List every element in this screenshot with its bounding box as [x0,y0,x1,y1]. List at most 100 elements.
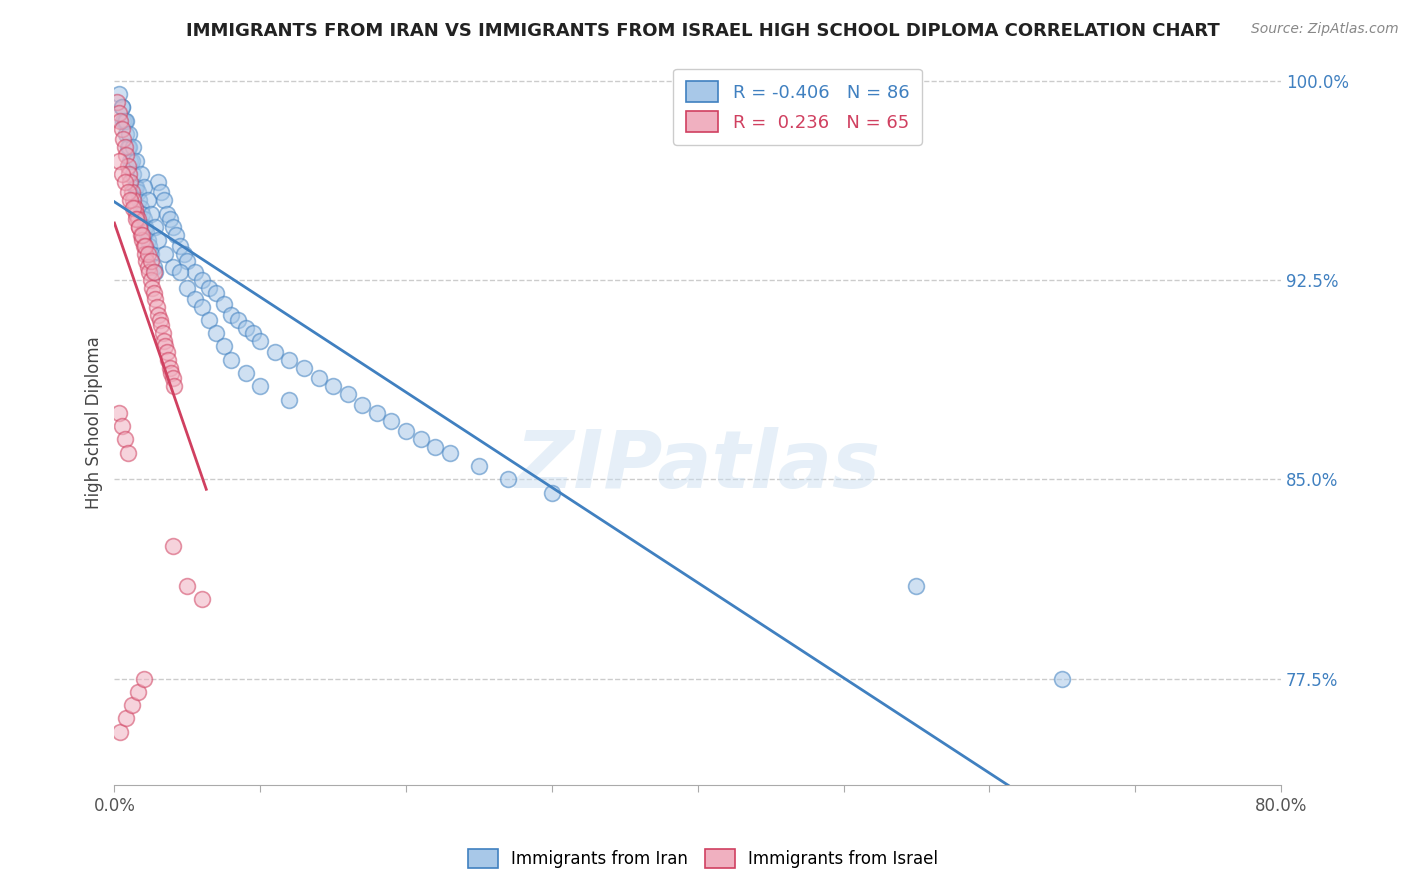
Point [336,387,359,401]
Point [129,202,152,216]
Point [308,371,330,385]
Point [131,207,153,221]
Legend: R = -0.406   N = 86, R =  0.236   N = 65: R = -0.406 N = 86, R = 0.236 N = 65 [673,69,922,145]
Point [212,339,235,353]
Point [162,260,184,274]
Point [112,132,135,146]
Point [136,194,159,208]
Point [134,219,156,234]
Point [122,167,145,181]
Point [496,472,519,486]
Point [176,281,198,295]
Point [115,148,138,162]
Point [143,219,166,234]
Text: IMMIGRANTS FROM IRAN VS IMMIGRANTS FROM ISRAEL HIGH SCHOOL DIPLOMA CORRELATION C: IMMIGRANTS FROM IRAN VS IMMIGRANTS FROM … [186,22,1220,40]
Point [120,153,142,168]
Point [120,175,142,189]
Point [117,159,139,173]
Point [107,105,129,120]
Point [162,539,184,553]
Point [143,292,166,306]
Point [541,485,564,500]
Point [249,334,271,348]
Point [235,321,257,335]
Point [146,175,169,189]
Point [122,140,145,154]
Point [136,233,159,247]
Point [176,578,198,592]
Point [169,238,191,252]
Point [127,186,149,200]
Point [169,265,191,279]
Point [117,140,139,154]
Point [425,441,447,455]
Point [127,685,149,699]
Point [105,95,128,109]
Point [134,246,156,260]
Point [136,260,159,274]
Point [122,194,145,208]
Point [366,406,388,420]
Point [149,313,172,327]
Point [292,360,315,375]
Point [139,207,162,221]
Point [155,246,177,260]
Point [117,186,139,200]
Point [142,265,165,279]
Point [118,140,141,154]
Point [107,406,129,420]
Text: ZIPatlas: ZIPatlas [515,426,880,505]
Point [110,113,132,128]
Point [153,194,176,208]
Point [165,227,187,242]
Point [128,219,150,234]
Point [111,100,134,114]
Point [125,153,148,168]
Point [121,186,143,200]
Point [111,100,134,114]
Point [157,352,180,367]
Point [112,113,135,128]
Point [150,318,173,333]
Point [132,672,155,686]
Point [115,113,138,128]
Point [114,175,136,189]
Point [468,458,491,473]
Point [439,446,461,460]
Point [352,398,374,412]
Point [125,180,148,194]
Point [278,352,301,367]
Point [131,227,153,242]
Point [145,300,167,314]
Point [146,308,169,322]
Point [138,238,160,252]
Point [135,225,157,239]
Point [183,292,205,306]
Point [395,425,418,439]
Y-axis label: High School Diploma: High School Diploma [86,335,103,508]
Point [191,273,214,287]
Point [249,379,271,393]
Point [124,180,146,194]
Point [219,352,242,367]
Point [163,379,186,393]
Point [139,273,162,287]
Point [235,366,257,380]
Point [160,366,183,380]
Point [122,202,145,216]
Legend: Immigrants from Iran, Immigrants from Israel: Immigrants from Iran, Immigrants from Is… [461,842,945,875]
Point [125,211,148,226]
Point [156,344,179,359]
Point [176,254,198,268]
Point [139,254,162,268]
Point [107,153,129,168]
Point [1050,672,1073,686]
Point [115,127,138,141]
Point [131,233,153,247]
Point [141,281,163,295]
Point [150,186,173,200]
Point [115,711,138,725]
Point [125,207,148,221]
Point [146,233,169,247]
Point [139,246,162,260]
